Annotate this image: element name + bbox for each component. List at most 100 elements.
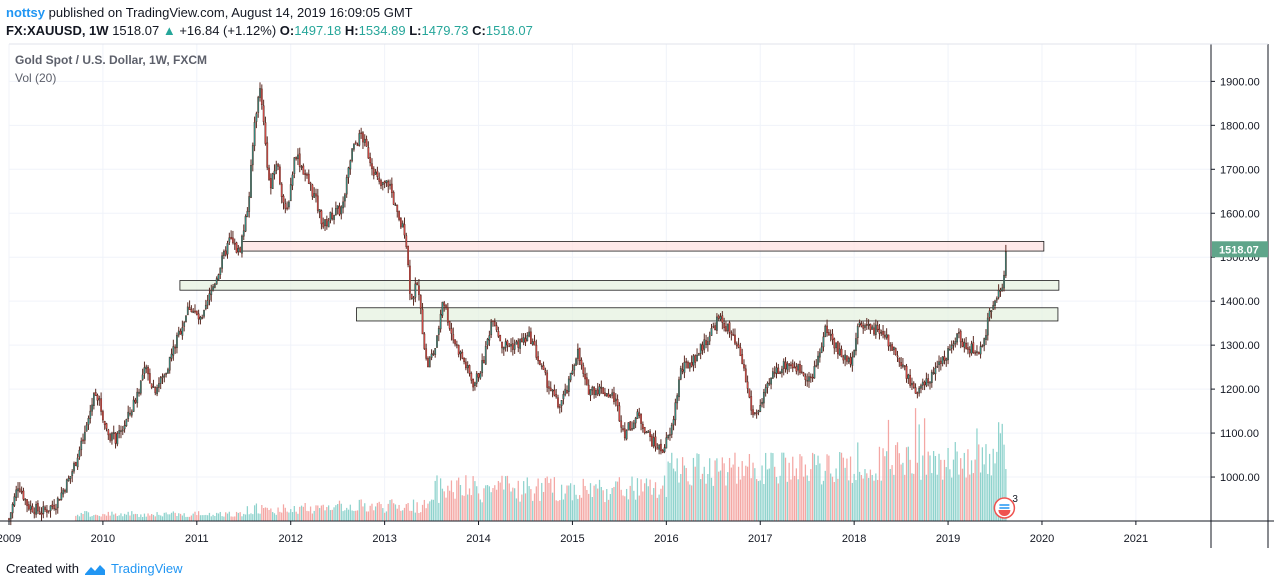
candle-body — [567, 378, 570, 392]
candle-body — [96, 394, 99, 401]
volume-bar — [855, 480, 857, 521]
volume-bar — [411, 510, 413, 521]
volume-bar — [497, 480, 500, 521]
candle-body — [212, 286, 214, 291]
news-marker-lines — [999, 504, 1010, 509]
candle-body — [389, 183, 391, 186]
volume-bar — [618, 477, 621, 521]
volume-bar — [958, 474, 960, 521]
volume-bar — [255, 503, 258, 521]
candle-body — [737, 344, 740, 348]
volume-bar — [76, 514, 79, 521]
volume-bar — [87, 512, 90, 521]
volume-bar — [580, 497, 583, 521]
candle-body — [177, 330, 180, 336]
support-zone — [179, 280, 1060, 291]
candle-body — [723, 323, 726, 329]
candle-body — [139, 380, 142, 394]
candle-body — [632, 422, 635, 430]
candle-body — [257, 96, 260, 113]
candle-body — [667, 435, 670, 438]
candle-body — [643, 426, 646, 433]
candle-body — [345, 177, 348, 195]
high-value: 1534.89 — [358, 23, 406, 38]
candle-body — [676, 395, 679, 404]
candle-body — [38, 511, 41, 515]
author-name[interactable]: nottsy — [6, 5, 45, 20]
candle-body — [8, 518, 10, 520]
volume-bar — [598, 479, 601, 521]
candle-body — [558, 406, 561, 408]
candle-body — [856, 325, 859, 339]
candle-body — [143, 367, 146, 374]
candle-body — [47, 510, 50, 512]
volume-bar — [607, 499, 610, 521]
volume-bar — [239, 512, 241, 521]
candle-body — [228, 237, 231, 243]
volume-bar — [252, 514, 254, 521]
volume-bar — [999, 433, 1002, 521]
candle-body — [1003, 274, 1005, 289]
volume-bar — [170, 512, 173, 521]
candle-body — [295, 157, 298, 160]
chart-legend-title[interactable]: Gold Spot / U.S. Dollar, 1W, FXCM — [15, 53, 208, 67]
volume-bar — [495, 489, 498, 521]
candle-body — [325, 219, 328, 227]
symbol-label: FX:XAUUSD, 1W — [6, 23, 109, 38]
candle-body — [905, 365, 908, 379]
volume-bar — [360, 499, 362, 521]
volume-bar — [680, 474, 682, 521]
volume-bar — [373, 510, 375, 521]
candle-body — [289, 184, 292, 202]
volume-bar — [683, 465, 686, 521]
candle-body — [344, 194, 346, 202]
volume-bar — [568, 485, 570, 521]
y-tick-label: 1800.00 — [1220, 120, 1260, 132]
tradingview-brand[interactable]: TradingView — [110, 561, 183, 576]
candle-body — [851, 356, 854, 366]
candle-body — [531, 341, 534, 345]
candle-body — [627, 422, 630, 431]
candle-body — [596, 389, 599, 395]
candle-body — [73, 463, 75, 472]
volume-bar — [374, 506, 377, 521]
candle-body — [784, 361, 787, 370]
volume-bar — [712, 485, 714, 521]
candle-body — [452, 334, 455, 341]
volume-bar — [344, 510, 346, 521]
volume-bar — [149, 515, 151, 521]
candle-body — [342, 201, 344, 209]
volume-bar — [214, 515, 216, 521]
volume-bar — [638, 495, 640, 521]
candle-body — [804, 375, 807, 380]
volume-bar — [925, 474, 928, 521]
candle-body — [468, 365, 471, 374]
volume-bar — [616, 481, 619, 521]
volume-bar — [795, 468, 797, 521]
candle-body — [454, 339, 456, 345]
candle-body — [304, 173, 307, 176]
volume-legend[interactable]: Vol (20) — [15, 71, 57, 85]
candle-body — [419, 295, 422, 309]
candle-body — [179, 330, 182, 335]
candle-body — [620, 420, 623, 428]
x-tick-label: 2014 — [466, 533, 490, 545]
volume-bar — [328, 505, 330, 521]
volume-bar — [857, 442, 859, 521]
candle-body — [239, 247, 242, 253]
candle-body — [44, 507, 46, 510]
volume-bar — [757, 481, 760, 521]
candle-body — [829, 334, 832, 336]
candle-body — [602, 387, 605, 394]
volume-bar — [476, 486, 478, 521]
volume-bar — [477, 493, 480, 521]
candle-body — [320, 210, 323, 225]
volume-bar — [808, 480, 810, 521]
candle-body — [631, 428, 633, 430]
candle-body — [838, 348, 841, 356]
volume-bar — [420, 512, 422, 521]
y-tick-label: 1000.00 — [1220, 472, 1260, 484]
candle-body — [961, 341, 964, 347]
volume-bar — [732, 464, 734, 521]
